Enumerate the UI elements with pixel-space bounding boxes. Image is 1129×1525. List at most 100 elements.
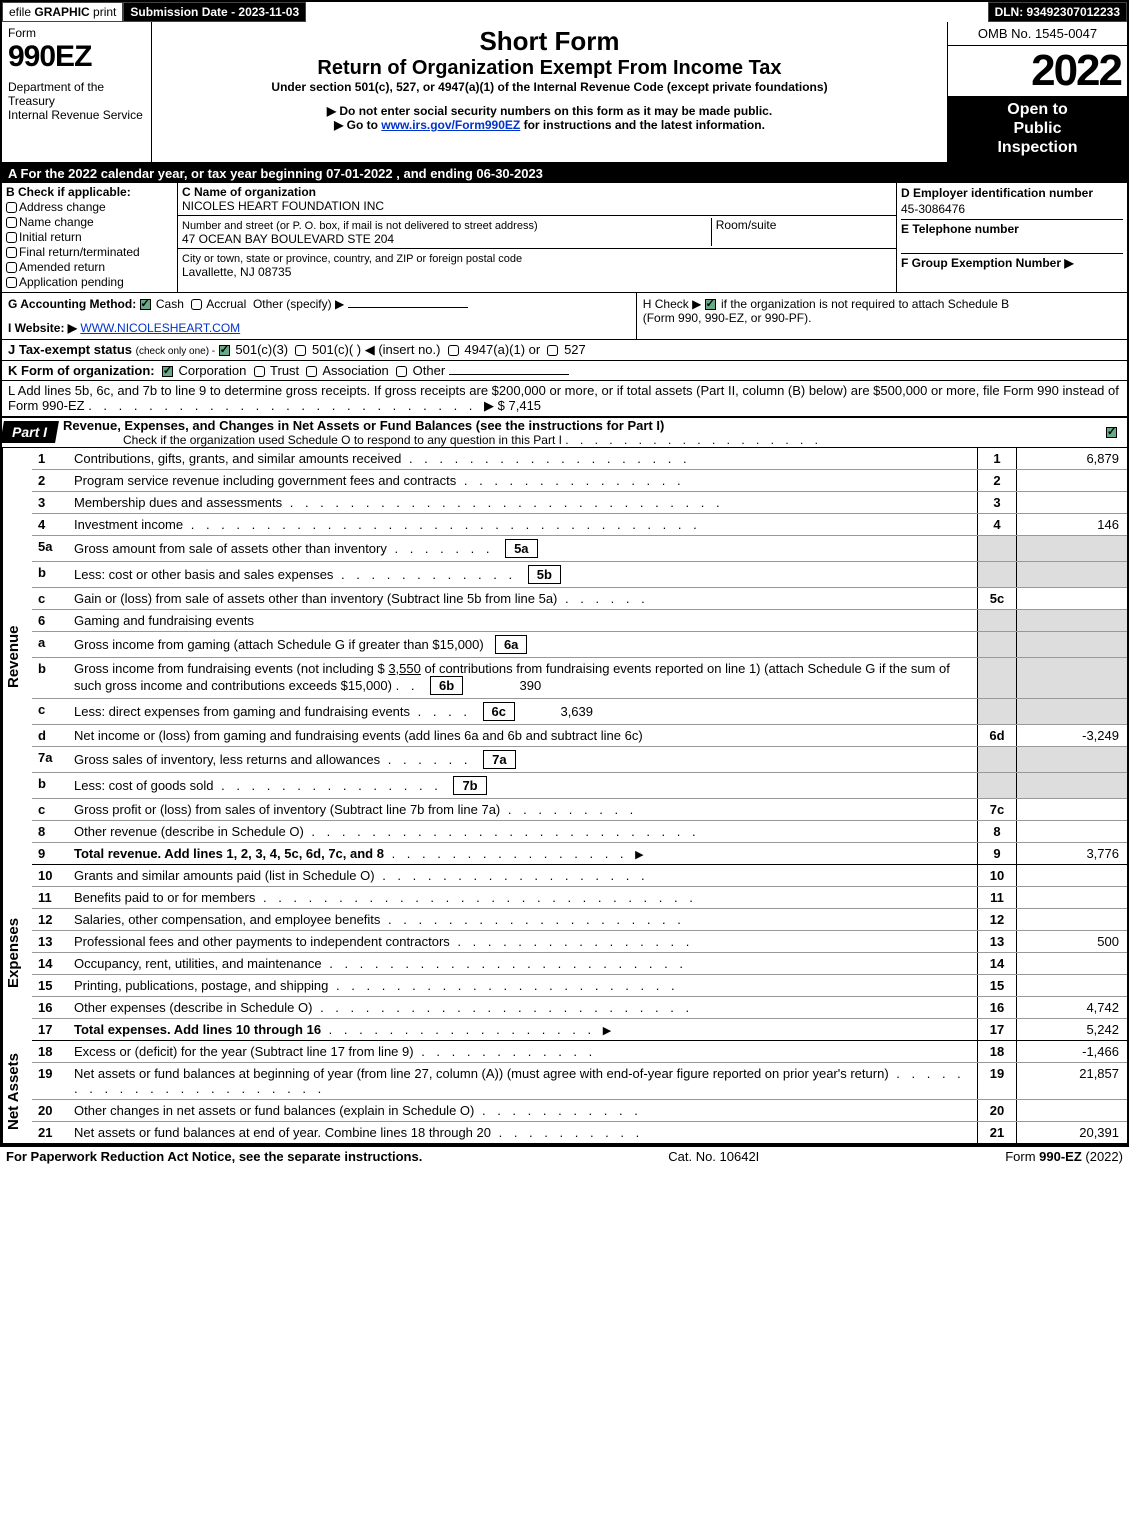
line-11: 11 Benefits paid to or for members . . .…: [32, 886, 1127, 908]
goto-note: ▶ Go to www.irs.gov/Form990EZ for instru…: [156, 118, 943, 132]
dln-number: DLN: 93492307012233: [988, 2, 1127, 22]
line-3-value: [1017, 492, 1127, 513]
e-label: E Telephone number: [901, 222, 1019, 236]
line-2-value: [1017, 470, 1127, 491]
line-15: 15 Printing, publications, postage, and …: [32, 974, 1127, 996]
checkbox-icon: [6, 217, 17, 228]
check-list: Address change Name change Initial retur…: [6, 200, 173, 289]
section-j: J Tax-exempt status (check only one) - 5…: [2, 340, 1127, 361]
efile-bold: GRAPHIC: [34, 5, 93, 19]
section-b: B Check if applicable: Address change Na…: [2, 183, 177, 292]
goto-prefix: ▶ Go to: [334, 118, 381, 132]
inspect-3: Inspection: [997, 139, 1077, 156]
expenses-section: Expenses 10 Grants and similar amounts p…: [2, 865, 1127, 1041]
dept-irs: Internal Revenue Service: [8, 108, 145, 122]
check-application-pending[interactable]: Application pending: [6, 275, 173, 289]
net-assets-side-label: Net Assets: [2, 1041, 32, 1143]
h-prefix: H Check ▶: [643, 297, 702, 311]
line-1-value: 6,879: [1017, 448, 1127, 469]
website-link[interactable]: WWW.NICOLESHEART.COM: [80, 321, 240, 335]
line-17-value: 5,242: [1017, 1019, 1127, 1040]
line-17: 17 Total expenses. Add lines 10 through …: [32, 1018, 1127, 1041]
org-city: Lavallette, NJ 08735: [182, 265, 291, 279]
checkbox-icon: [6, 247, 17, 258]
h-text: if the organization is not required to a…: [721, 297, 1009, 311]
check-initial-return[interactable]: Initial return: [6, 230, 173, 244]
cat-number: Cat. No. 10642I: [668, 1149, 759, 1164]
checkbox-icon: [306, 366, 317, 377]
room-label: Room/suite: [711, 218, 892, 246]
f-label: F Group Exemption Number ▶: [901, 256, 1074, 270]
paperwork-notice: For Paperwork Reduction Act Notice, see …: [6, 1149, 422, 1164]
revenue-side-label: Revenue: [2, 448, 32, 865]
l-value: 7,415: [509, 398, 542, 413]
section-k: K Form of organization: Corporation Trus…: [2, 361, 1127, 381]
check-name-change[interactable]: Name change: [6, 215, 173, 229]
section-c: C Name of organization NICOLES HEART FOU…: [177, 183, 897, 292]
k-other: Other: [413, 363, 446, 378]
form-number-col: Form 990EZ Department of the Treasury In…: [2, 22, 152, 162]
part-1-note: Check if the organization used Schedule …: [123, 433, 562, 447]
form-number: 990EZ: [8, 40, 145, 74]
irs-link[interactable]: www.irs.gov/Form990EZ: [381, 118, 520, 132]
section-b-title: B Check if applicable:: [6, 185, 131, 199]
line-15-value: [1017, 975, 1127, 996]
expenses-side-label: Expenses: [2, 865, 32, 1041]
form-word: Form: [8, 26, 145, 40]
info-grid: B Check if applicable: Address change Na…: [2, 183, 1127, 293]
efile-prefix: efile: [9, 5, 34, 19]
line-5c: c Gain or (loss) from sale of assets oth…: [32, 587, 1127, 609]
line-9-value: 3,776: [1017, 843, 1127, 864]
check-address-change[interactable]: Address change: [6, 200, 173, 214]
line-11-value: [1017, 887, 1127, 908]
line-4-value: 146: [1017, 514, 1127, 535]
k-trust: Trust: [270, 363, 299, 378]
line-7c: c Gross profit or (loss) from sales of i…: [32, 798, 1127, 820]
line-8-value: [1017, 821, 1127, 842]
omb-number: OMB No. 1545-0047: [948, 22, 1127, 46]
subtitle: Under section 501(c), 527, or 4947(a)(1)…: [156, 80, 943, 94]
g-label: G Accounting Method:: [8, 297, 136, 311]
line-10: 10 Grants and similar amounts paid (list…: [32, 865, 1127, 886]
section-h: H Check ▶ if the organization is not req…: [636, 293, 1127, 339]
line-13: 13 Professional fees and other payments …: [32, 930, 1127, 952]
line-13-value: 500: [1017, 931, 1127, 952]
efile-suffix: print: [93, 5, 116, 19]
checkbox-icon: [6, 262, 17, 273]
inspect-2: Public: [1013, 120, 1061, 137]
checkbox-corp-icon: [162, 366, 173, 377]
check-final-return[interactable]: Final return/terminated: [6, 245, 173, 259]
k-label: K Form of organization:: [8, 363, 155, 378]
line-19-value: 21,857: [1017, 1063, 1127, 1099]
checkbox-icon: [6, 277, 17, 288]
dept-treasury: Department of the Treasury: [8, 80, 145, 108]
checkbox-icon: [448, 345, 459, 356]
org-address: 47 OCEAN BAY BOULEVARD STE 204: [182, 232, 394, 246]
l-arrow: ▶ $: [484, 398, 505, 413]
checkbox-icon: [254, 366, 265, 377]
form-container: efile GRAPHIC print Submission Date - 20…: [0, 0, 1129, 1145]
short-form-title: Short Form: [156, 26, 943, 57]
line-12-value: [1017, 909, 1127, 930]
line-21-value: 20,391: [1017, 1122, 1127, 1143]
line-16-value: 4,742: [1017, 997, 1127, 1018]
goto-suffix: for instructions and the latest informat…: [520, 118, 765, 132]
line-6: 6 Gaming and fundraising events: [32, 609, 1127, 631]
line-12: 12 Salaries, other compensation, and emp…: [32, 908, 1127, 930]
right-col: OMB No. 1545-0047 2022 Open to Public In…: [947, 22, 1127, 162]
line-19: 19 Net assets or fund balances at beginn…: [32, 1062, 1127, 1099]
net-assets-section: Net Assets 18 Excess or (deficit) for th…: [2, 1041, 1127, 1143]
section-a: A For the 2022 calendar year, or tax yea…: [2, 164, 1127, 183]
main-title: Return of Organization Exempt From Incom…: [156, 57, 943, 80]
j-label: J Tax-exempt status: [8, 342, 132, 357]
check-amended-return[interactable]: Amended return: [6, 260, 173, 274]
line-6a: a Gross income from gaming (attach Sched…: [32, 631, 1127, 657]
part-1-title: Revenue, Expenses, and Changes in Net As…: [63, 418, 664, 433]
line-3: 3 Membership dues and assessments . . . …: [32, 491, 1127, 513]
g-accrual: Accrual: [206, 297, 246, 311]
line-5b: b Less: cost or other basis and sales ex…: [32, 561, 1127, 587]
i-label: I Website: ▶: [8, 321, 77, 335]
h-paren: (Form 990, 990-EZ, or 990-PF).: [643, 311, 812, 325]
line-10-value: [1017, 865, 1127, 886]
checkbox-icon: [6, 202, 17, 213]
